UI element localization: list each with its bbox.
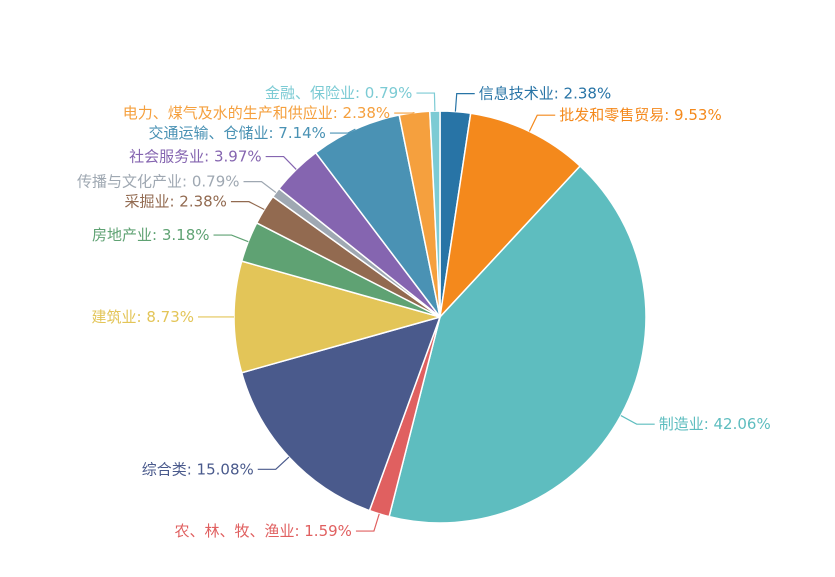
leader-line-10 bbox=[265, 155, 297, 170]
slice-label-13: 金融、保险业: 0.79% bbox=[265, 84, 412, 102]
leader-line-2 bbox=[528, 114, 556, 132]
pie-slice-13[interactable] bbox=[429, 110, 441, 318]
pie-slice-3[interactable] bbox=[388, 165, 647, 524]
pie-slice-6[interactable] bbox=[233, 260, 441, 374]
slice-label-9: 传播与文化产业: 0.79% bbox=[77, 173, 239, 191]
pie-slice-5[interactable] bbox=[240, 316, 441, 512]
slice-label-1: 信息技术业: 2.38% bbox=[479, 85, 611, 103]
labels-layer: 信息技术业: 2.38% 批发和零售贸易: 9.53% 制造业: 42.06% 农、林… bbox=[77, 84, 771, 540]
leader-line-8 bbox=[230, 201, 265, 211]
slice-label-6: 建筑业: 8.73% bbox=[92, 308, 194, 326]
leader-line-9 bbox=[243, 181, 277, 194]
slice-label-10: 社会服务业: 3.97% bbox=[129, 148, 261, 166]
leader-line-11 bbox=[329, 128, 356, 134]
slices-layer bbox=[233, 110, 647, 524]
slice-label-11: 交通运输、仓储业: 7.14% bbox=[148, 124, 325, 142]
leader-line-4 bbox=[355, 513, 380, 532]
leader-line-5 bbox=[257, 456, 290, 470]
slice-label-12: 电力、煤气及水的生产和供应业: 2.38% bbox=[123, 104, 390, 122]
slice-label-2: 批发和零售贸易: 9.53% bbox=[559, 106, 721, 124]
leader-line-1 bbox=[454, 93, 475, 112]
leader-line-7 bbox=[213, 234, 249, 243]
slice-label-5: 综合类: 15.08% bbox=[142, 460, 254, 478]
slice-label-7: 房地产业: 3.18% bbox=[92, 226, 209, 244]
slice-label-3: 制造业: 42.06% bbox=[659, 415, 771, 433]
slice-label-8: 采掘业: 2.38% bbox=[124, 193, 226, 211]
leader-lines-layer bbox=[198, 92, 655, 532]
leader-line-13 bbox=[416, 92, 436, 112]
leader-line-3 bbox=[620, 415, 655, 425]
slice-label-4: 农、林、牧、渔业: 1.59% bbox=[174, 522, 351, 540]
pie-slice-2[interactable] bbox=[439, 112, 581, 318]
